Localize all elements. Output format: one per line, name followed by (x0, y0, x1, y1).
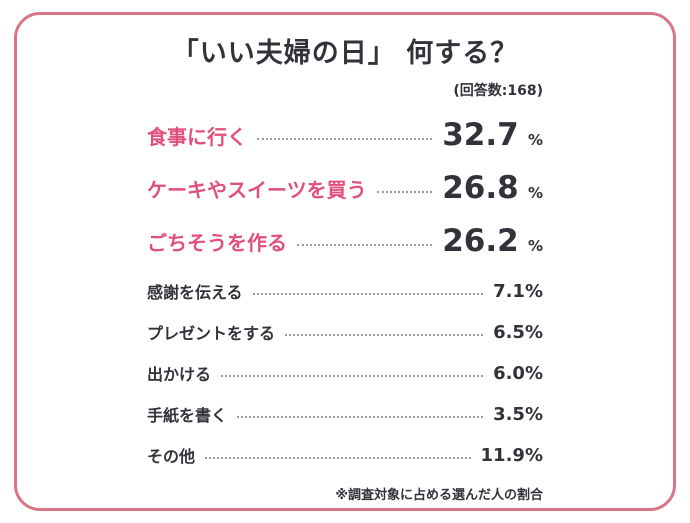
row-label: ごちそうを作る (147, 231, 287, 255)
dotted-leader-line (205, 457, 471, 459)
row-value: 3.5% (493, 404, 543, 425)
row-value-percent-sign: % (524, 444, 543, 466)
survey-row: ごちそうを作る 26.2 % (147, 226, 543, 257)
row-value: 11.9% (481, 445, 543, 466)
row-value-number: 3.5 (493, 403, 525, 425)
survey-rows: 食事に行く 32.7 % ケーキやスイーツを買う 26.8 % ごちそうを作る … (147, 120, 543, 467)
row-value: 6.0% (493, 363, 543, 384)
survey-card: 「いい夫婦の日」 何する？ (回答数:168) 食事に行く 32.7 % ケーキ… (14, 12, 676, 511)
survey-row: 出かける 6.0% (147, 361, 543, 385)
row-value-number: 6.0 (493, 362, 525, 384)
row-label: プレゼントをする (147, 324, 276, 343)
row-value: 26.2 % (442, 226, 543, 257)
survey-row: 感謝を伝える 7.1% (147, 279, 543, 303)
row-value-percent-sign: % (522, 131, 543, 149)
footer: ※調査対象に占める選んだ人の割合 縁結び大学調べ (147, 484, 543, 511)
survey-row: プレゼントをする 6.5% (147, 320, 543, 344)
row-value-percent-sign: % (524, 321, 543, 343)
dotted-leader-line (285, 334, 484, 336)
row-label: 食事に行く (147, 125, 247, 149)
row-value-percent-sign: % (522, 184, 543, 202)
row-value-number: 6.5 (493, 321, 525, 343)
row-value-number: 11.9 (480, 444, 525, 466)
row-value: 26.8 % (442, 173, 543, 204)
row-value-number: 7.1 (493, 280, 525, 302)
row-label: その他 (147, 447, 196, 466)
dotted-leader-line (252, 293, 484, 295)
dotted-leader-line (237, 416, 484, 418)
row-value-number: 32.7 (442, 117, 519, 153)
dotted-leader-line (221, 375, 484, 377)
survey-row: その他 11.9% (147, 443, 543, 467)
dotted-leader-line (297, 243, 433, 246)
row-value: 6.5% (493, 322, 543, 343)
survey-row: 食事に行く 32.7 % (147, 120, 543, 151)
row-value-percent-sign: % (524, 362, 543, 384)
row-value: 32.7 % (442, 120, 543, 151)
row-value-percent-sign: % (524, 403, 543, 425)
row-value: 7.1% (493, 281, 543, 302)
row-label: 手紙を書く (147, 406, 228, 425)
row-label: ケーキやスイーツを買う (147, 178, 367, 202)
footnote-text: ※調査対象に占める選んだ人の割合 (335, 488, 543, 503)
content-column: (回答数:168) 食事に行く 32.7 % ケーキやスイーツを買う 26.8 … (147, 80, 543, 511)
dotted-leader-line (257, 137, 433, 140)
response-count: (回答数:168) (453, 83, 543, 99)
row-label: 出かける (147, 365, 212, 384)
row-value-number: 26.8 (442, 170, 519, 206)
survey-row: 手紙を書く 3.5% (147, 402, 543, 426)
survey-row: ケーキやスイーツを買う 26.8 % (147, 173, 543, 204)
dotted-leader-line (376, 190, 433, 193)
row-label: 感謝を伝える (147, 283, 243, 302)
row-value-number: 26.2 (442, 223, 519, 259)
row-value-percent-sign: % (522, 237, 543, 255)
source-text: 縁結び大学調べ (147, 510, 543, 511)
page-title: 「いい夫婦の日」 何する？ (171, 38, 519, 69)
row-value-percent-sign: % (524, 280, 543, 302)
